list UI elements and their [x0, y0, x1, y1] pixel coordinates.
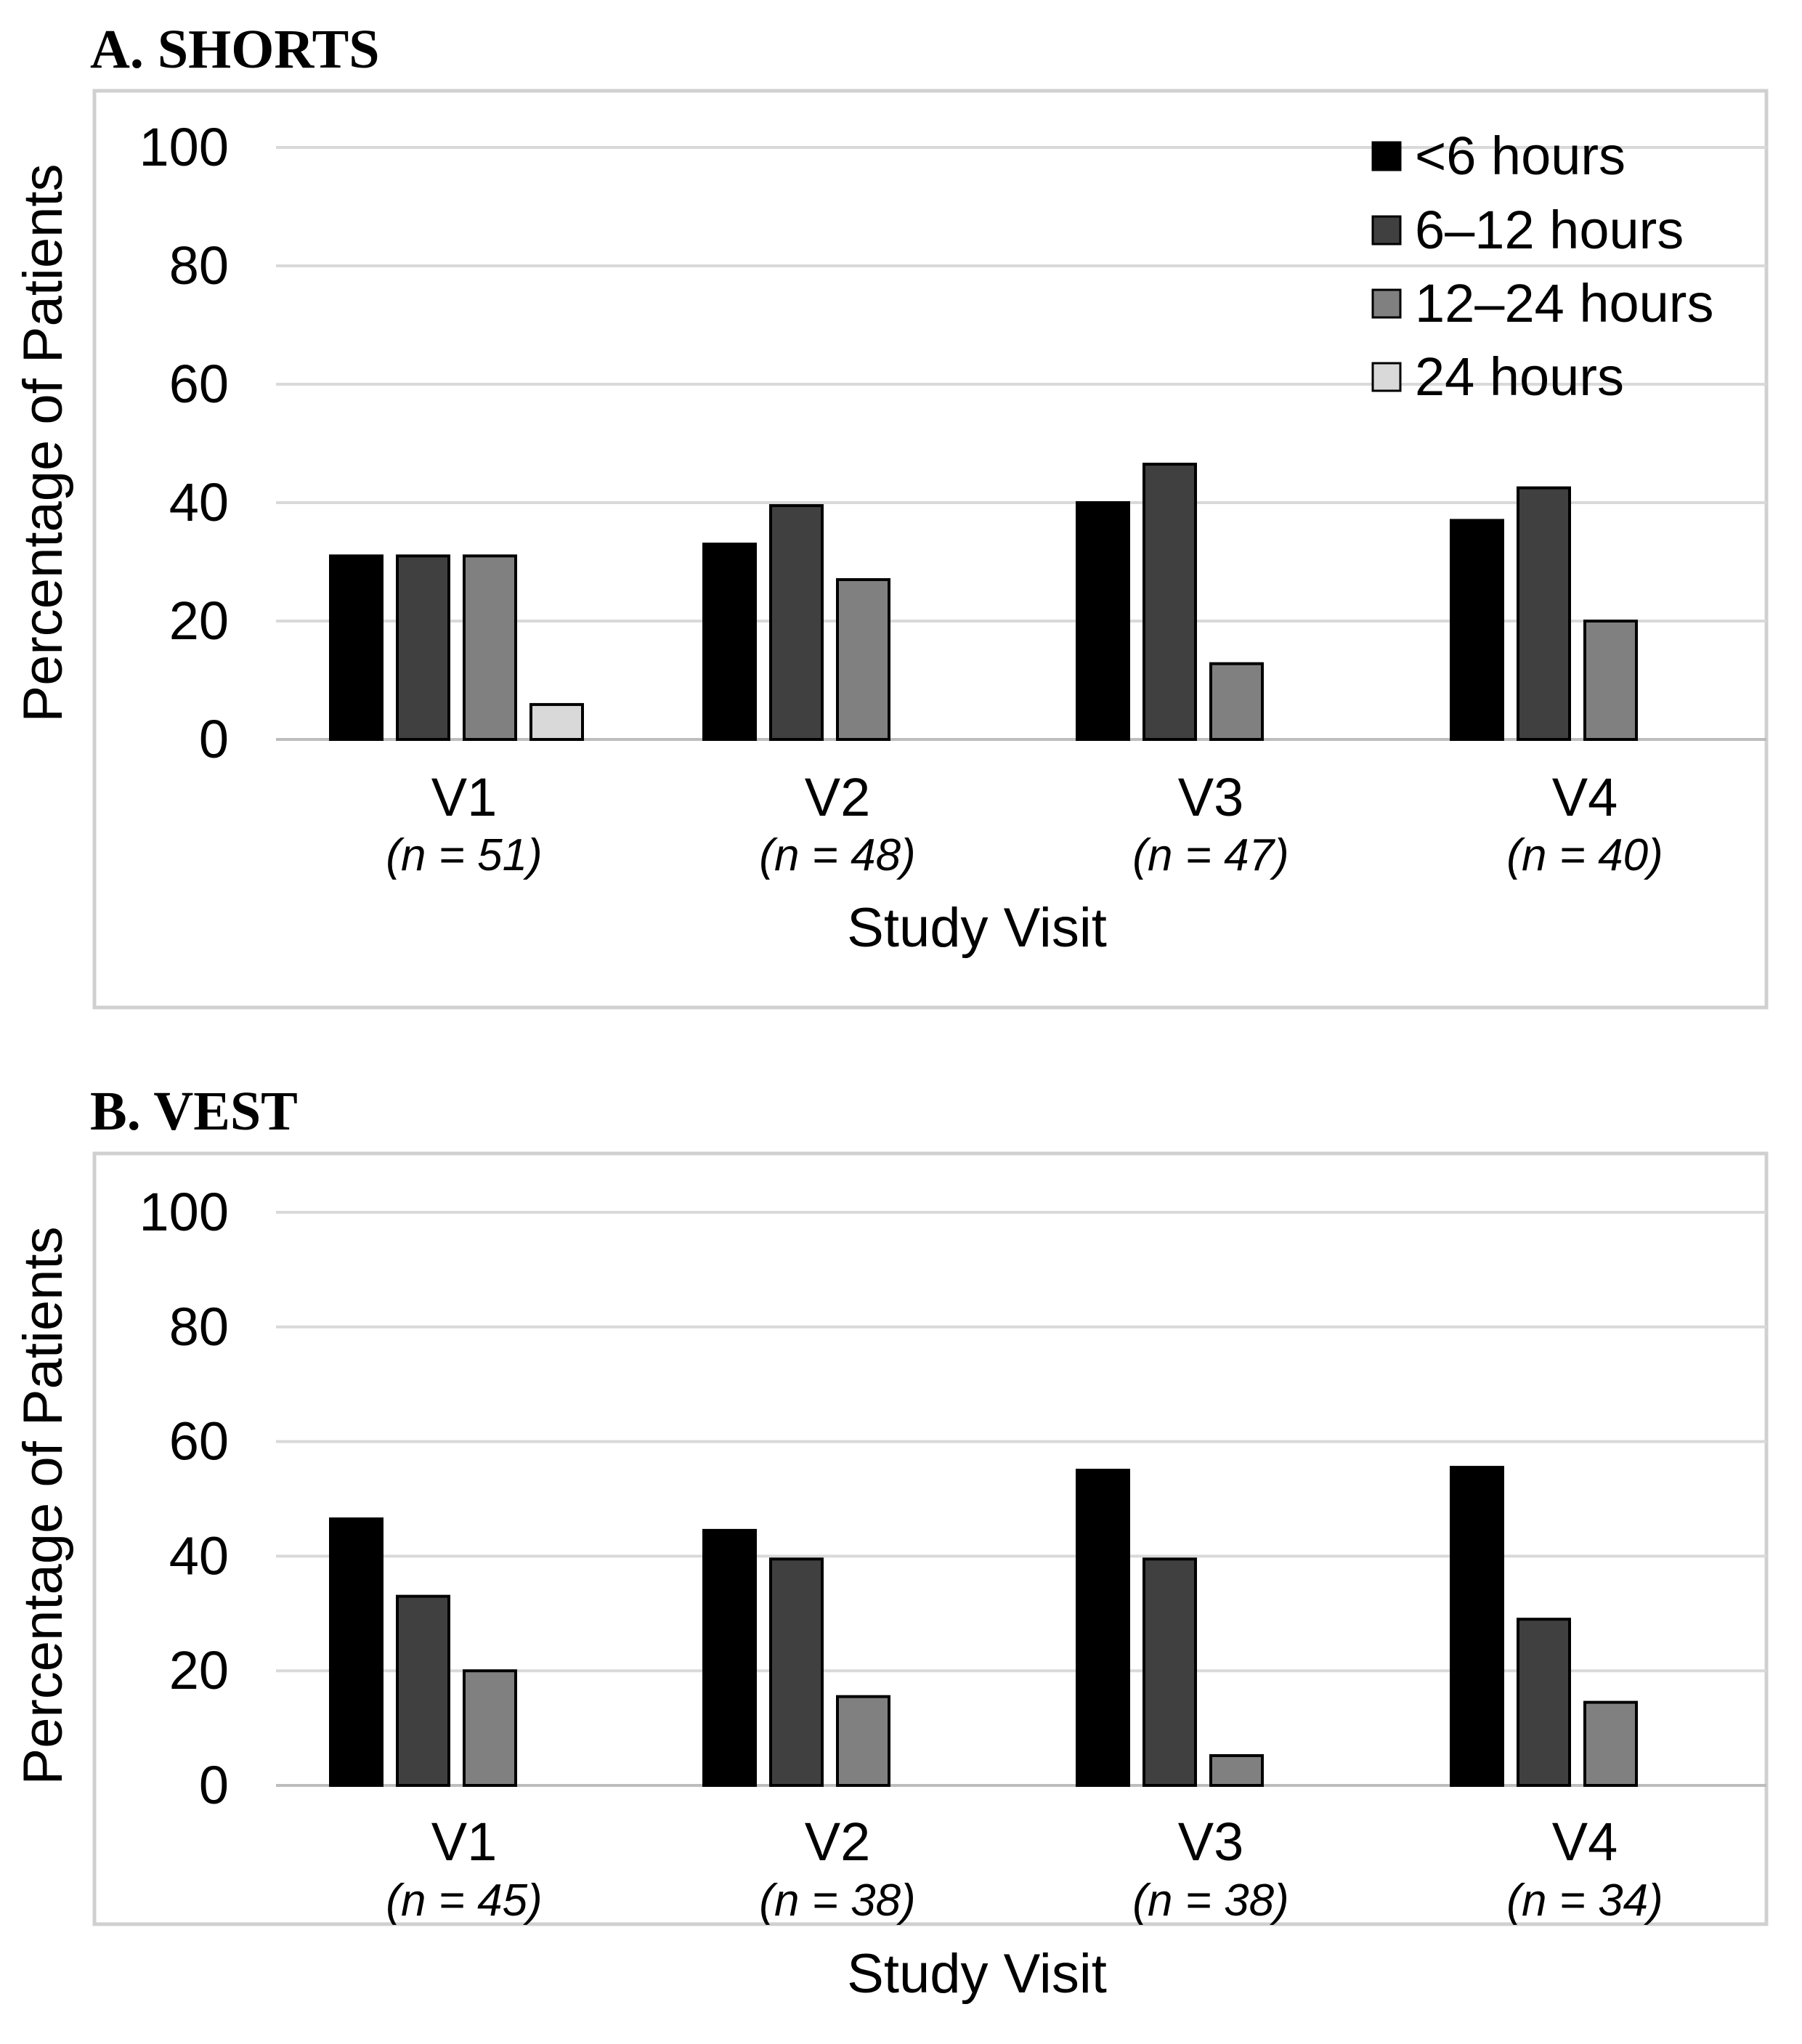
y-axis-label: Percentage of Patients — [12, 164, 74, 723]
y-tick-label: 60 — [169, 354, 229, 414]
chart-border — [92, 1151, 1769, 1926]
chart-border — [92, 89, 1769, 1010]
y-tick-label: 100 — [139, 117, 229, 177]
bar-v2-series-2 — [769, 504, 824, 741]
bar-v3-series-3 — [1209, 1753, 1264, 1787]
legend: <6 hours 6–12 hours 12–24 hours 24 hours — [1371, 126, 1713, 407]
x-category-label: V3 — [1178, 1812, 1244, 1872]
x-axis-label: Study Visit — [847, 897, 1107, 959]
y-tick-label: 100 — [139, 1182, 229, 1242]
bar-v3-series-2 — [1143, 1557, 1197, 1787]
x-category-label: V1 — [431, 767, 498, 827]
bar-v4-series-3 — [1583, 620, 1638, 741]
x-category-sublabel: (n = 48) — [759, 830, 915, 880]
y-tick-label: 80 — [169, 1297, 229, 1357]
legend-swatch — [1371, 141, 1402, 171]
bar-v4-series-1 — [1450, 519, 1504, 741]
bar-v1-series-1 — [329, 554, 383, 741]
bar-v3-series-1 — [1076, 1469, 1130, 1788]
legend-swatch — [1371, 362, 1402, 392]
x-category-sublabel: (n = 40) — [1506, 830, 1663, 880]
x-category-label: V4 — [1552, 767, 1618, 827]
y-tick-label: 60 — [169, 1411, 229, 1472]
y-tick-label: 0 — [199, 709, 229, 769]
bar-v1-series-1 — [329, 1517, 383, 1787]
bar-v2-series-1 — [702, 1528, 757, 1788]
bar-v3-series-1 — [1076, 501, 1130, 741]
legend-label: <6 hours — [1415, 126, 1626, 186]
legend-swatch — [1371, 288, 1402, 319]
x-category-label: V3 — [1178, 767, 1244, 827]
x-axis-label: Study Visit — [847, 1943, 1107, 2005]
y-tick-label: 80 — [169, 235, 229, 296]
x-category-sublabel: (n = 38) — [1132, 1875, 1288, 1926]
y-tick-label: 40 — [169, 472, 229, 532]
bar-v3-series-2 — [1143, 463, 1197, 742]
bar-v2-series-2 — [769, 1557, 824, 1787]
x-category-label: V4 — [1552, 1812, 1618, 1872]
bar-v1-series-2 — [396, 554, 450, 741]
x-category-sublabel: (n = 47) — [1132, 830, 1288, 880]
y-tick-label: 20 — [169, 1640, 229, 1700]
x-category-sublabel: (n = 51) — [386, 830, 542, 880]
bar-v1-series-3 — [463, 554, 517, 741]
x-category-sublabel: (n = 45) — [386, 1875, 542, 1926]
bar-v3-series-3 — [1209, 662, 1264, 741]
y-tick-label: 0 — [199, 1755, 229, 1815]
legend-label: 12–24 hours — [1415, 273, 1713, 333]
bar-v1-series-4 — [529, 702, 584, 741]
legend-label: 6–12 hours — [1415, 200, 1684, 260]
bar-v2-series-3 — [836, 1695, 890, 1788]
bar-v1-series-3 — [463, 1669, 517, 1787]
bar-v4-series-3 — [1583, 1700, 1638, 1787]
bar-v2-series-3 — [836, 577, 890, 742]
x-category-sublabel: (n = 34) — [1506, 1875, 1663, 1926]
x-category-label: V2 — [805, 1812, 871, 1872]
y-axis-label: Percentage of Patients — [12, 1227, 74, 1785]
x-category-label: V1 — [431, 1812, 498, 1872]
bar-v1-series-2 — [396, 1594, 450, 1787]
y-tick-label: 40 — [169, 1525, 229, 1586]
bar-v4-series-2 — [1517, 1618, 1571, 1787]
y-tick-label: 20 — [169, 591, 229, 651]
bar-v4-series-1 — [1450, 1466, 1504, 1787]
x-category-label: V2 — [805, 767, 871, 827]
chart-title: B. VEST — [90, 1081, 298, 1142]
bar-v4-series-2 — [1517, 486, 1571, 741]
legend-label: 24 hours — [1415, 346, 1624, 407]
bar-v2-series-1 — [702, 543, 757, 741]
chart-title: A. SHORTS — [90, 19, 380, 80]
legend-swatch — [1371, 215, 1402, 246]
x-category-sublabel: (n = 38) — [759, 1875, 915, 1926]
